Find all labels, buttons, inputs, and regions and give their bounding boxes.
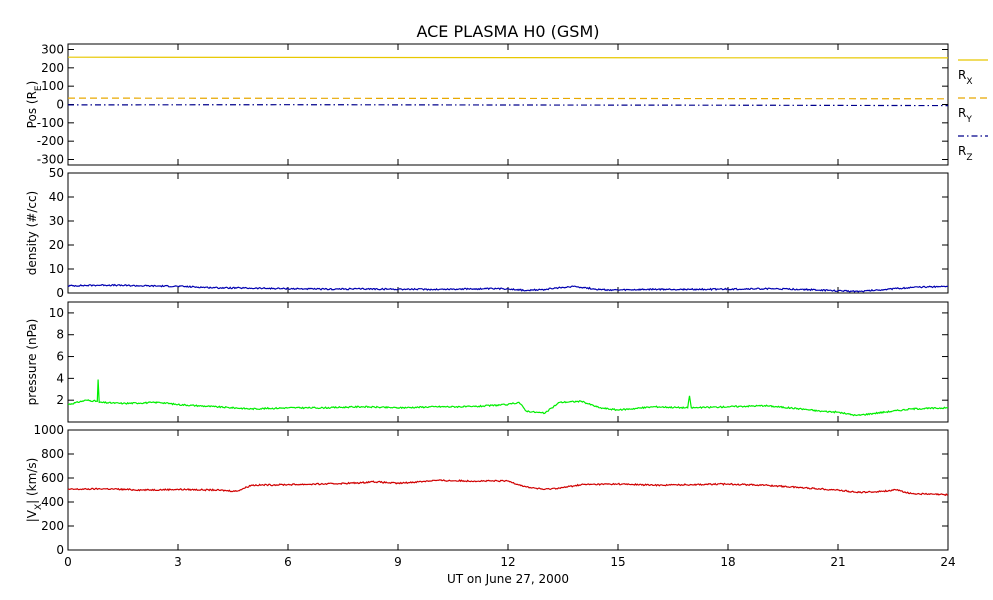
x-tick-label: 9 [394, 555, 402, 569]
y-tick-label: 6 [56, 350, 64, 364]
y-tick-label: 300 [41, 43, 64, 57]
y-tick-label: 0 [56, 98, 64, 112]
x-tick-label: 15 [610, 555, 625, 569]
y-tick-label: 50 [49, 166, 64, 180]
y-tick-label: 100 [41, 79, 64, 93]
y-tick-label: 400 [41, 495, 64, 509]
y-axis-label-density: density (#/cc) [25, 191, 39, 275]
panel-frame [67, 172, 949, 294]
series-pos-1 [67, 97, 949, 100]
y-tick-label: 2 [56, 393, 64, 407]
x-axis-label: UT on June 27, 2000 [447, 572, 569, 586]
y-axis-label-pressure: pressure (nPa) [25, 319, 39, 406]
x-tick-label: 21 [830, 555, 845, 569]
y-tick-label: 40 [49, 190, 64, 204]
panel-frame [67, 43, 949, 166]
x-tick-label: 18 [720, 555, 735, 569]
y-tick-label: 600 [41, 471, 64, 485]
series-pos-0 [67, 56, 949, 59]
y-tick-label: 10 [49, 262, 64, 276]
y-tick-label: 0 [56, 286, 64, 300]
y-tick-label: -300 [37, 153, 64, 167]
legend-label: RZ [958, 144, 973, 163]
y-tick-label: 200 [41, 61, 64, 75]
x-tick-label: 24 [940, 555, 955, 569]
y-tick-label: 0 [56, 543, 64, 557]
x-tick-label: 3 [174, 555, 182, 569]
legend-label: RY [958, 106, 972, 125]
panel-pos: -300 -200 -100 0 100 200 300 Pos (RE) RX RY RZ [25, 43, 988, 167]
x-tick-label: 6 [284, 555, 292, 569]
y-tick-label: 1000 [33, 423, 64, 437]
x-tick-label: 12 [500, 555, 515, 569]
y-tick-label: 200 [41, 519, 64, 533]
y-tick-label: 800 [41, 447, 64, 461]
panel-vx: 0 200 400 600 800 1000 0 3 6 9 12 15 18 21 24 |VX| (km/… [25, 423, 956, 569]
panel-pressure: 2 4 6 8 10 pressure (nPa) [25, 301, 949, 423]
chart-title: ACE PLASMA H0 (GSM) [416, 22, 599, 41]
y-tick-label: 30 [49, 214, 64, 228]
y-tick-label: 10 [49, 306, 64, 320]
series-vx-0 [67, 479, 949, 497]
series-density-0 [67, 283, 948, 293]
y-axis-label-pos: Pos (RE) [25, 81, 44, 129]
legend-label: RX [958, 68, 973, 87]
y-tick-label: -200 [37, 134, 64, 148]
y-tick-label: 20 [49, 238, 64, 252]
y-tick-label: -100 [37, 116, 64, 130]
series-pressure-0 [67, 379, 948, 417]
y-axis-label-vx: |VX| (km/s) [25, 458, 44, 523]
panel-density: 0 10 20 30 40 50 density (#/cc) [25, 166, 949, 300]
x-tick-label: 0 [64, 555, 72, 569]
series-pos-2 [67, 104, 949, 107]
y-tick-label: 8 [56, 328, 64, 342]
y-tick-label: 4 [56, 371, 64, 385]
